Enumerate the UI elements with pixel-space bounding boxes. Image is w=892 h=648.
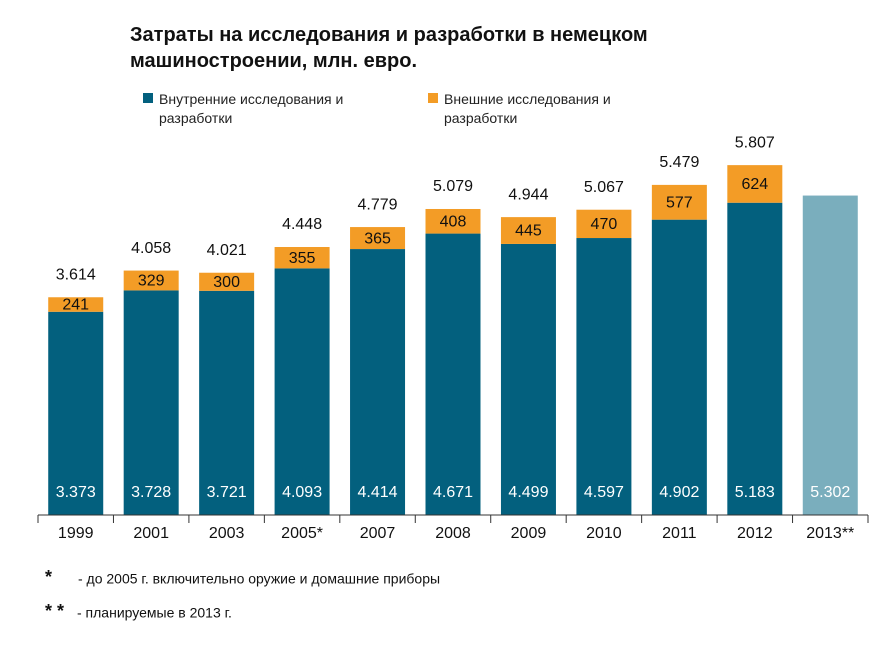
legend-box: Внешние исследования и разработки xyxy=(444,91,611,126)
total-label: 4.021 xyxy=(207,242,247,259)
value-label: 5.183 xyxy=(735,484,775,501)
value-label: 4.093 xyxy=(282,484,322,501)
bar-segment xyxy=(199,272,255,291)
bar-segment xyxy=(651,219,707,516)
bar-segment xyxy=(48,297,104,312)
value-label: 577 xyxy=(666,194,693,211)
bar-segment xyxy=(123,270,179,291)
total-label: 5.067 xyxy=(584,179,624,196)
bar-segment xyxy=(350,249,406,515)
total-label: 4.944 xyxy=(508,186,548,203)
legend-box: Внутренние исследования и разработки xyxy=(159,91,344,126)
legend-swatch xyxy=(428,93,438,103)
x-tick-label: 2013** xyxy=(806,525,854,542)
value-label: 241 xyxy=(62,297,89,314)
bar-segment xyxy=(727,165,783,203)
legend-label: Внутренние исследования и разработки xyxy=(159,91,344,126)
bar-segment xyxy=(500,243,556,516)
total-label: 5.479 xyxy=(659,154,699,171)
bar-segment xyxy=(425,233,481,515)
legend-swatch xyxy=(143,93,153,103)
total-label: 4.058 xyxy=(131,240,171,257)
value-label: 3.373 xyxy=(56,484,96,501)
footnote-mark: * xyxy=(45,567,52,587)
value-label: 470 xyxy=(591,216,618,233)
x-tick-label: 2005* xyxy=(281,525,323,542)
bar-segment xyxy=(48,311,104,515)
footnote-mark: * * xyxy=(45,601,64,621)
bar-segment xyxy=(123,290,179,515)
x-tick-label: 2008 xyxy=(435,525,471,542)
value-label: 300 xyxy=(213,274,240,291)
value-label: 329 xyxy=(138,273,165,290)
total-label: 4.779 xyxy=(358,196,398,213)
bar-segment xyxy=(274,268,330,515)
footnote-text: - планируемые в 2013 г. xyxy=(77,605,232,621)
total-label: 4.448 xyxy=(282,216,322,233)
bar-segment xyxy=(576,209,632,239)
x-tick-label: 2010 xyxy=(586,525,622,542)
value-label: 4.597 xyxy=(584,484,624,501)
bar-segment xyxy=(500,217,556,244)
value-label: 445 xyxy=(515,223,542,240)
value-label: 355 xyxy=(289,250,316,267)
footnote-text: - до 2005 г. включительно оружие и домаш… xyxy=(78,571,440,587)
x-tick-label: 2003 xyxy=(209,525,245,542)
bar-segment xyxy=(350,227,406,250)
x-tick-label: 2011 xyxy=(662,525,697,542)
value-label: 4.902 xyxy=(659,484,699,501)
x-tick-label: 1999 xyxy=(58,525,94,542)
bar-segment xyxy=(274,247,330,269)
value-label: 3.728 xyxy=(131,484,171,501)
value-label: 3.721 xyxy=(207,484,247,501)
value-label: 624 xyxy=(741,176,768,193)
x-tick-label: 2009 xyxy=(511,525,547,542)
bar-segment xyxy=(651,184,707,220)
value-label: 365 xyxy=(364,230,391,247)
value-label: 408 xyxy=(440,214,467,231)
x-tick-label: 2001 xyxy=(133,525,169,542)
bar-segment xyxy=(802,195,858,515)
chart-title: Затраты на исследования и разработки в н… xyxy=(130,24,648,72)
x-tick-label: 2007 xyxy=(360,525,396,542)
total-label: 5.079 xyxy=(433,178,473,195)
bar-segment xyxy=(425,208,481,234)
total-label: 3.614 xyxy=(56,266,96,283)
bar-segment xyxy=(199,290,255,515)
bar-segment xyxy=(576,238,632,515)
title-box: Затраты на исследования и разработки в н… xyxy=(130,24,648,72)
x-tick-label: 2012 xyxy=(737,525,773,542)
legend-label: Внешние исследования и разработки xyxy=(444,91,611,126)
value-label: 4.671 xyxy=(433,484,473,501)
bar-segment xyxy=(727,202,783,515)
value-label: 4.499 xyxy=(508,484,548,501)
value-label: 4.414 xyxy=(358,484,398,501)
total-label: 5.807 xyxy=(735,134,775,151)
value-label: 5.302 xyxy=(810,484,850,501)
